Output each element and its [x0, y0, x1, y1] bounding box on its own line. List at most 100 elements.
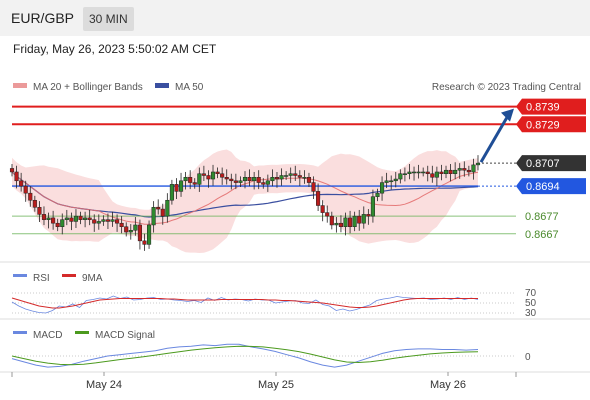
candle-body	[229, 178, 234, 182]
candle-body	[457, 168, 462, 171]
candle-body	[233, 180, 238, 183]
candle-body	[105, 219, 110, 222]
candle-body	[443, 169, 449, 174]
candle-body	[306, 177, 312, 183]
candle-body	[165, 199, 170, 217]
candle-body	[334, 222, 339, 226]
candle-body	[32, 199, 37, 208]
candle-body	[265, 180, 270, 185]
candle-body	[279, 175, 284, 180]
candle-body	[416, 171, 421, 174]
candle-body	[64, 217, 69, 220]
level-tag-bg	[516, 98, 586, 115]
macd-signal-legend-swatch	[75, 331, 89, 334]
timeframe-button[interactable]: 30 MIN	[83, 7, 134, 31]
title-bar: EUR/GBP 30 MIN	[0, 0, 590, 36]
price-levels: 0.8739 0.8729 0.8707 0.8694 0.8677 0.8667	[12, 98, 586, 241]
candle-body	[434, 171, 439, 178]
candle-body	[183, 177, 188, 182]
candle-body	[92, 219, 97, 224]
candle-body	[9, 168, 15, 173]
level-tag-pivot: 0.8694	[516, 178, 586, 195]
rsi-legend-label: RSI	[33, 273, 50, 284]
candle-body	[311, 182, 316, 192]
candle-body	[160, 208, 165, 217]
candle-body	[270, 177, 275, 182]
candle-body	[325, 212, 330, 217]
candle-body	[147, 224, 152, 245]
x-tick-label: May 24	[86, 379, 122, 391]
candle-body	[110, 219, 115, 222]
candle-body	[115, 219, 120, 224]
arrow-shaft	[479, 114, 510, 163]
candle-body	[343, 217, 348, 227]
pair-title: EUR/GBP	[11, 10, 75, 26]
candle-body	[119, 222, 124, 227]
rsi-tick-label: 30	[525, 308, 537, 319]
candle-body	[389, 180, 394, 183]
candle-body	[352, 215, 357, 227]
candle-body	[174, 184, 179, 192]
candle-body	[462, 168, 467, 171]
candle-body	[439, 171, 444, 174]
candle-body	[475, 162, 481, 166]
candle-body	[293, 173, 298, 176]
candle-body	[338, 222, 343, 227]
candle-body	[407, 171, 412, 174]
candle-body	[192, 182, 197, 185]
level-tag-label: 0.8739	[526, 102, 560, 114]
candle-body	[329, 215, 334, 226]
macd-legend-label: MACD	[33, 330, 62, 341]
candle-body	[197, 173, 202, 185]
macd-line	[11, 343, 479, 368]
candle-body	[430, 173, 435, 178]
x-tick-label: May 26	[430, 379, 466, 391]
candle-body	[252, 177, 257, 182]
level-label: 0.8667	[525, 229, 559, 241]
credit-text: Research © 2023 Trading Central	[432, 82, 581, 93]
candle-body	[210, 171, 216, 180]
candle-body	[178, 180, 184, 192]
candle-body	[142, 240, 147, 245]
candle-body	[78, 215, 83, 220]
level-tag-bg	[516, 116, 586, 133]
candle-body	[101, 219, 106, 222]
ma20-legend-label: MA 20 + Bollinger Bands	[33, 82, 143, 93]
candle-body	[466, 169, 471, 173]
candles	[9, 155, 481, 251]
arrow-head	[501, 108, 514, 122]
candle-body	[256, 177, 261, 183]
macd-signal-legend-label: MACD Signal	[95, 330, 155, 341]
level-tag-resistance: 0.8729	[516, 116, 586, 133]
candle-body	[242, 177, 248, 182]
candle-body	[425, 171, 430, 174]
candle-body	[124, 226, 129, 233]
candle-body	[288, 173, 293, 176]
candle-body	[83, 217, 88, 220]
ma20-legend-swatch	[13, 83, 27, 88]
bollinger-bands	[12, 149, 478, 253]
bollinger-band-area	[12, 149, 478, 253]
candle-body	[224, 177, 229, 180]
candle-body	[357, 215, 362, 224]
candle-body	[320, 205, 325, 213]
candle-body	[133, 224, 138, 231]
candle-body	[316, 191, 321, 206]
level-tag-resistance: 0.8739	[516, 98, 586, 115]
candle-body	[87, 217, 92, 220]
macd-tick-label: 0	[525, 352, 531, 363]
rsi-tick-label: 70	[525, 288, 537, 299]
candle-body	[151, 207, 156, 226]
candle-body	[156, 207, 161, 210]
level-tag-label: 0.8694	[526, 181, 560, 193]
candle-body	[366, 214, 371, 217]
candle-body	[302, 177, 307, 179]
candle-body	[19, 180, 24, 187]
candle-body	[73, 215, 79, 222]
candle-body	[14, 171, 19, 182]
rsi-legend-swatch	[13, 274, 27, 277]
time-axis: May 24 May 25 May 26	[11, 372, 517, 391]
x-tick-label: May 25	[258, 379, 294, 391]
